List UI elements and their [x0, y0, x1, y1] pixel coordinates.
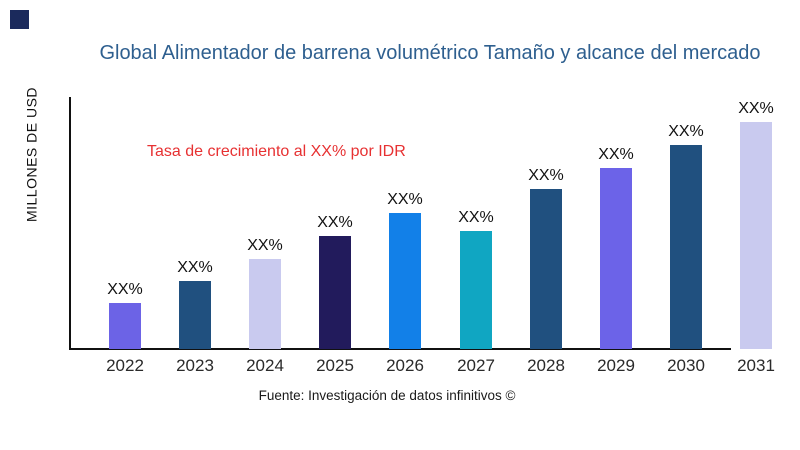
bar [179, 281, 211, 349]
bar-group: XX% [370, 190, 440, 349]
bar-group: XX% [160, 258, 230, 349]
bar-group: XX% [300, 213, 370, 349]
bar [109, 303, 141, 349]
source-caption: Fuente: Investigación de datos infinitiv… [258, 388, 516, 403]
bar-value-label: XX% [247, 237, 283, 254]
x-tick-label: 2025 [316, 356, 354, 375]
bar-group: XX% [511, 166, 581, 349]
bar-value-label: XX% [528, 167, 564, 184]
bar [460, 231, 492, 349]
bar [249, 259, 281, 349]
bar-value-label: XX% [598, 146, 634, 163]
bar-group: XX% [90, 280, 160, 349]
bar-value-label: XX% [458, 209, 494, 226]
growth-rate-annotation: Tasa de crecimiento al XX% por IDR [147, 143, 406, 160]
x-tick-label: 2031 [737, 356, 775, 375]
bar-value-label: XX% [177, 259, 213, 276]
bar [530, 189, 562, 349]
bar [319, 236, 351, 349]
x-tick-label: 2024 [246, 356, 284, 375]
bar [670, 145, 702, 349]
x-axis-line [69, 348, 731, 350]
x-tick-label: 2030 [667, 356, 705, 375]
brand-square [10, 10, 29, 29]
x-tick-label: 2027 [457, 356, 495, 375]
x-tick-label: 2029 [597, 356, 635, 375]
x-tick-label: 2022 [106, 356, 144, 375]
x-tick-label: 2028 [527, 356, 565, 375]
bar-value-label: XX% [387, 191, 423, 208]
bar-value-label: XX% [107, 281, 143, 298]
y-axis-label: MILLONES DE USD [23, 86, 40, 223]
bar-value-label: XX% [738, 100, 774, 117]
bar-group: XX% [230, 236, 300, 349]
bar-group: XX% [441, 208, 511, 349]
y-axis-line [69, 97, 71, 349]
x-tick-label: 2023 [176, 356, 214, 375]
chart-title: Global Alimentador de barrena volumétric… [99, 42, 761, 64]
bar [740, 122, 772, 349]
bar-value-label: XX% [317, 214, 353, 231]
bar [600, 168, 632, 349]
bar-group: XX% [581, 145, 651, 349]
bar-group: XX% [651, 122, 721, 349]
bar [389, 213, 421, 349]
bar-value-label: XX% [668, 123, 704, 140]
x-tick-label: 2026 [386, 356, 424, 375]
bar-group: XX% [721, 99, 791, 349]
